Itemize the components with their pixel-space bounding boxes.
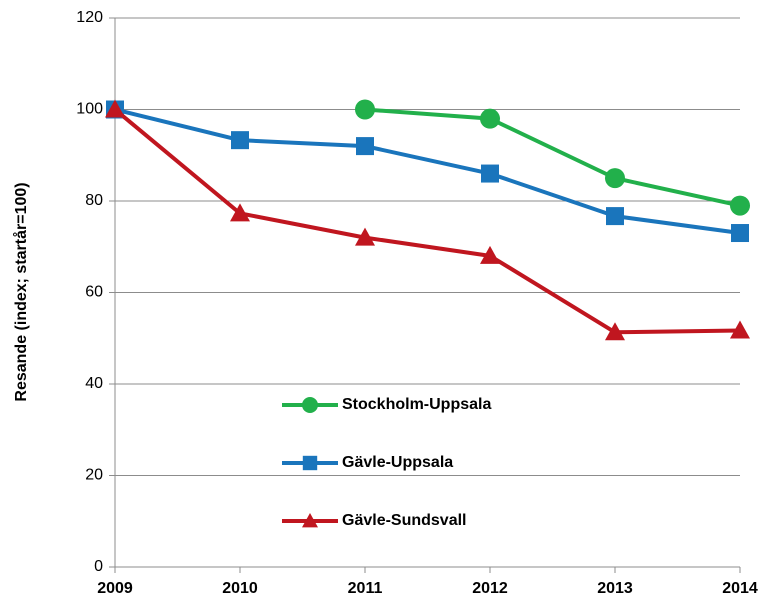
series-line [113,107,741,335]
y-tick-label: 60 [85,284,103,301]
marker [731,224,749,243]
marker [230,203,250,222]
legend-marker [302,513,318,528]
y-tick-label: 80 [85,192,103,209]
marker [730,195,750,216]
legend-marker [302,455,318,471]
y-tick-label: 120 [76,9,103,26]
legend-marker [302,397,318,413]
marker [606,207,624,226]
x-tick-label: 2010 [222,580,258,597]
legend-label: Stockholm-Uppsala [342,396,491,413]
marker [730,320,750,339]
y-tick-label: 40 [85,375,103,392]
legend-label: Gävle-Sundsvall [342,512,467,529]
series-line [364,107,741,208]
marker [355,99,375,120]
marker [356,137,374,156]
marker [481,164,499,183]
marker [105,99,125,118]
marker [605,168,625,189]
y-tick-label: 0 [94,558,103,575]
x-tick-label: 2009 [97,580,133,597]
marker [480,108,500,129]
x-tick-label: 2013 [597,580,633,597]
x-tick-label: 2014 [722,580,758,597]
y-axis-label: Resande (index; startår=100) [12,182,30,401]
x-tick-label: 2011 [348,580,383,597]
legend-label: Gävle-Uppsala [342,454,453,471]
x-tick-label: 2012 [472,580,508,597]
marker [480,245,500,264]
y-tick-label: 100 [76,101,103,118]
series-line [114,107,741,236]
y-tick-label: 20 [85,467,103,484]
marker [355,227,375,246]
marker [605,322,625,341]
marker [231,131,249,150]
